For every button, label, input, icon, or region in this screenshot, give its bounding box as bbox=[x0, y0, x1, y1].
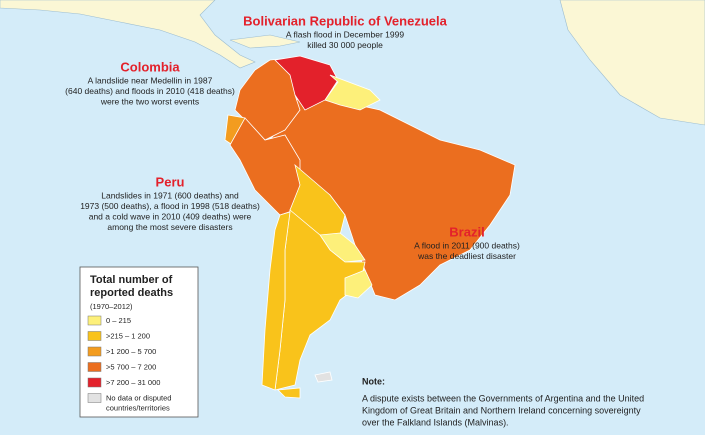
tierra-del-fuego bbox=[277, 387, 301, 399]
annotation-text: (640 deaths) and floods in 2010 (418 dea… bbox=[65, 86, 235, 96]
legend-label: No data or disputed bbox=[106, 393, 171, 402]
legend-swatch bbox=[87, 362, 102, 372]
legend-subtitle: (1970–2012) bbox=[90, 302, 133, 311]
annotation-text: A landslide near Medellin in 1987 bbox=[88, 75, 213, 85]
legend-swatch bbox=[87, 315, 102, 326]
legend-title: reported deaths bbox=[90, 287, 173, 299]
annotation-title: Brazil bbox=[449, 224, 484, 239]
legend-box bbox=[79, 266, 199, 418]
legend-label: >215 – 1 200 bbox=[106, 331, 150, 340]
annotation-text: Landslides in 1971 (600 deaths) and bbox=[101, 190, 239, 200]
legend-label: >1 200 – 5 700 bbox=[106, 347, 156, 356]
annotation-text: A flash flood in December 1999 bbox=[286, 29, 404, 39]
annotation-text: and a cold wave in 2010 (409 deaths) wer… bbox=[89, 211, 252, 221]
land bbox=[559, 0, 705, 126]
uruguay bbox=[344, 269, 373, 299]
guianas bbox=[324, 74, 381, 111]
falklands bbox=[314, 371, 333, 383]
annotation-text: A flood in 2011 (900 deaths) bbox=[414, 240, 520, 250]
legend-swatch bbox=[87, 393, 102, 403]
annotation-text: 1973 (500 deaths), a flood in 1998 (518 … bbox=[80, 201, 260, 211]
annotation-title: Bolivarian Republic of Venezuela bbox=[243, 13, 447, 28]
annotation-text: killed 30 000 people bbox=[307, 40, 383, 50]
chile bbox=[261, 211, 291, 391]
note-text: Kingdom of Great Britain and Northern Ir… bbox=[362, 405, 641, 415]
annotation-text: was the deadliest disaster bbox=[417, 251, 516, 261]
note-text: A dispute exists between the Governments… bbox=[362, 393, 644, 403]
legend-label: >5 700 – 7 200 bbox=[106, 362, 156, 371]
annotation-text: were the two worst events bbox=[100, 96, 199, 106]
legend-title: Total number of bbox=[90, 274, 173, 286]
land bbox=[229, 34, 301, 49]
legend-label: 0 – 215 bbox=[106, 316, 131, 325]
legend-swatch bbox=[87, 331, 102, 341]
note-title: Note: bbox=[362, 376, 385, 386]
annotation-text: among the most severe disasters bbox=[107, 222, 232, 232]
legend-label: >7 200 – 31 000 bbox=[106, 378, 160, 387]
legend-swatch bbox=[87, 346, 102, 357]
note-text: over the Falkland Islands (Malvinas). bbox=[362, 417, 509, 427]
land bbox=[0, 0, 256, 69]
legend-label: countries/territories bbox=[106, 403, 170, 412]
legend-swatch bbox=[87, 377, 102, 388]
annotation-title: Peru bbox=[156, 174, 185, 189]
annotation-title: Colombia bbox=[120, 59, 180, 74]
